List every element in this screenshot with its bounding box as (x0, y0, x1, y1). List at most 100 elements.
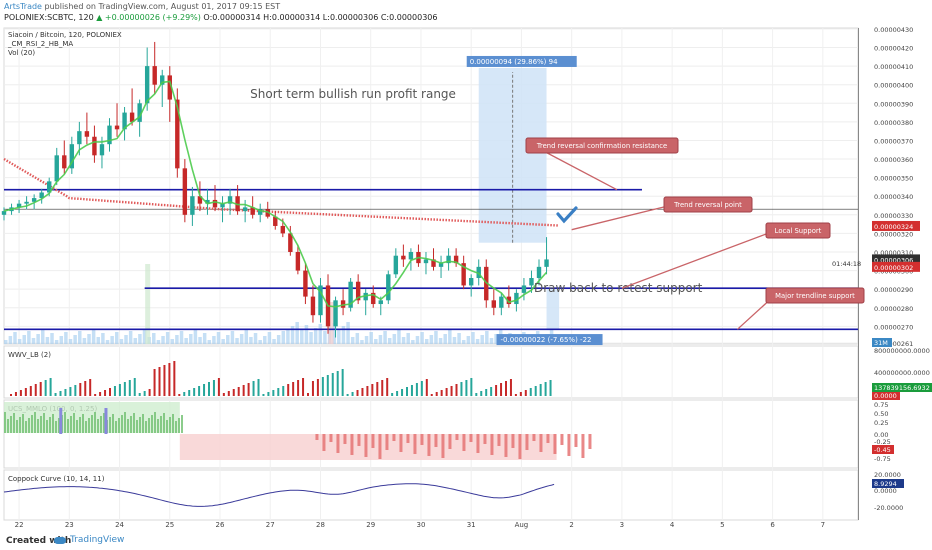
ucs-bar (73, 413, 75, 433)
wvv-zero: 0.0000 (874, 392, 897, 400)
price-tick-label: 0.00000390 (874, 100, 913, 108)
candle-body (250, 207, 255, 215)
ucs-bar (46, 420, 48, 433)
coppock-value-bg (872, 479, 904, 488)
ucs-neg-bar (455, 434, 459, 440)
volume-bar (91, 330, 96, 344)
volume-bar (387, 338, 392, 344)
coppock-tick-label: 0.0000 (874, 487, 897, 495)
publish-header: ArtsTrade published on TradingView.com, … (4, 2, 280, 11)
tradingview-logo[interactable]: TradingView (70, 535, 125, 545)
wvv-bar (307, 393, 309, 396)
candle-body (408, 251, 414, 260)
candle-body (54, 155, 59, 182)
candle-body (144, 66, 150, 104)
volume-bar (124, 335, 128, 344)
author-name[interactable]: ArtsTrade (4, 2, 42, 11)
wvv-bar (198, 386, 201, 396)
ohlc-values: O:0.00000314 H:0.00000314 L:0.00000306 C… (200, 13, 438, 22)
candle-body (393, 255, 399, 275)
volume-bar (276, 335, 281, 344)
volume-bar (461, 340, 466, 344)
candle-body (386, 274, 391, 301)
wvv-bar (104, 390, 107, 396)
volume-bar (341, 326, 346, 344)
wvv-bar (113, 386, 116, 396)
wvv-bar (267, 392, 270, 396)
wvv-bar (297, 380, 300, 396)
ucs-negative-zone (179, 434, 557, 460)
price-tick-label: 0.00000420 (874, 45, 913, 53)
ucs-bar (151, 415, 153, 433)
ucs-neg-bar (336, 434, 340, 453)
volume-bar (156, 340, 161, 344)
ucs-neg-bar (385, 434, 389, 450)
candle-body (491, 300, 496, 308)
wvv-bar (247, 383, 250, 396)
price-label-bg (872, 261, 920, 272)
x-tick-label: 5 (720, 521, 724, 529)
ucs-bar (166, 420, 168, 433)
ucs-bar (154, 412, 156, 433)
ucs-bar (109, 417, 111, 433)
volume-bar (429, 335, 434, 344)
volume-bar (128, 331, 133, 344)
volume-bar (489, 338, 494, 344)
wvv-bar (193, 388, 196, 396)
wvv-bar (435, 392, 438, 396)
candle-body (348, 281, 353, 308)
wvv-bar (549, 380, 552, 396)
wvv-bar (420, 381, 423, 396)
ucs-bar (76, 420, 78, 433)
wvv-bar (272, 390, 275, 396)
volume-bar (221, 339, 225, 344)
ucs-neg-bar (413, 434, 417, 454)
candle-body (92, 136, 97, 156)
callout-text: Trend reversal point (673, 201, 742, 209)
volume-bar (397, 330, 401, 344)
wvv-bar (212, 380, 215, 396)
wvv-bar (410, 385, 413, 396)
volume-bar (258, 340, 262, 344)
wvv-bar (128, 380, 131, 396)
ucs-bar (127, 419, 129, 433)
wvv-bar (39, 382, 42, 396)
ucs-bar (34, 412, 36, 433)
annotation-drawback: Draw back to retest support (534, 281, 703, 295)
candle-body (24, 201, 29, 204)
ucs-bar (118, 418, 120, 433)
ucs-tick-label: 0.25 (874, 419, 888, 427)
ucs-neg-bar (581, 434, 585, 458)
slow-ma-line (3, 157, 560, 227)
wvv-bar (321, 377, 324, 396)
candle-body (423, 259, 429, 264)
wvv-bar (514, 394, 517, 396)
wvv-bar (539, 384, 542, 396)
ucs-bar (136, 420, 138, 433)
ucs-bar (91, 415, 93, 433)
ucs-bar (124, 412, 126, 433)
ucs-tick-label: -0.25 (874, 438, 891, 446)
price-label-bg (872, 220, 920, 231)
ucs-bar (16, 420, 18, 433)
volume-bar (313, 328, 318, 344)
volume-bar (59, 336, 64, 344)
ucs-neg-bar (504, 434, 508, 457)
wvv-bar (109, 388, 111, 396)
ucs-bar (160, 416, 162, 433)
volume-bar (471, 332, 475, 344)
wvv-zero-bg (872, 392, 900, 400)
ucs-neg-bar (476, 434, 480, 453)
wvv-bar (524, 390, 527, 396)
volume-bar (267, 332, 272, 344)
wvv-bar (232, 389, 235, 396)
wvv-bar (529, 388, 532, 396)
volume-bar (68, 339, 73, 344)
wvv-bar (59, 391, 62, 396)
ucs-bar (100, 416, 102, 433)
volume-bar (443, 334, 447, 344)
ucs-bar (178, 418, 180, 433)
volume-bar (332, 323, 336, 344)
volume-bar (226, 335, 230, 344)
ucs-neg-bar (546, 434, 550, 443)
